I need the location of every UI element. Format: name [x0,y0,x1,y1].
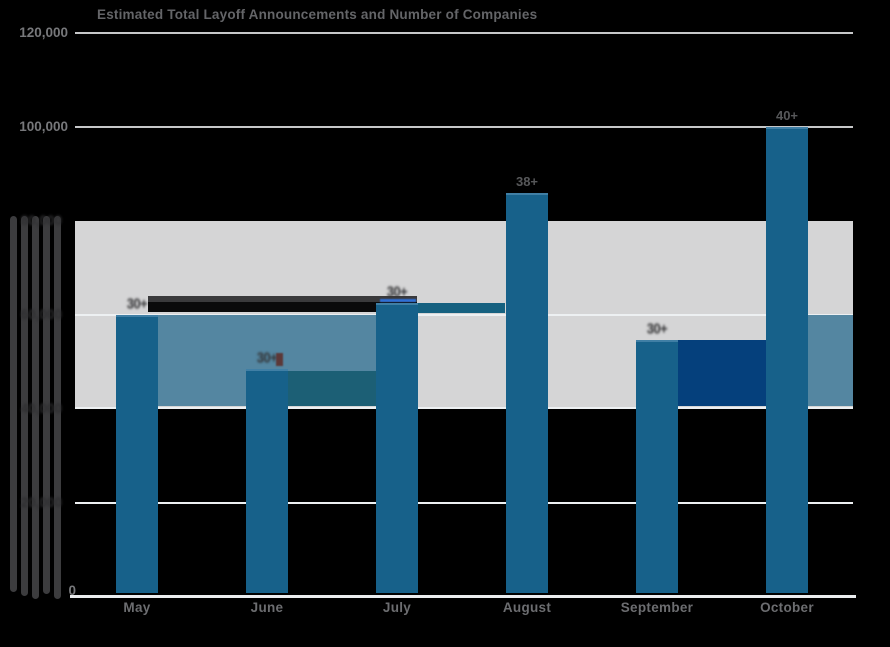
bar-label-october: 40+ [775,108,799,123]
bar-label-july: 30+ [386,282,408,301]
glitch-label-streak [148,296,417,312]
gridline-20000 [75,502,853,504]
x-label-october: October [760,600,814,615]
bar-label-august: 38+ [515,174,539,189]
bar-october [766,127,808,593]
gridline-120000 [75,32,853,34]
glitch-band-july-smear [417,303,505,313]
y-tick-0: 0 [68,583,76,598]
glitch-smear-bar-0 [10,216,17,592]
glitch-smear-bar-1 [21,216,28,596]
y-tick-smeared-80000: 80,000 [20,213,62,228]
glitch-band-september-smear [678,340,766,406]
bar-august [506,193,548,593]
glitch-smear-bar-4 [54,216,61,599]
x-label-june: June [250,600,284,615]
bar-may [116,315,158,593]
gridline-100000 [75,126,853,128]
glitch-band-october-smear [808,315,853,406]
x-axis-line [70,595,856,598]
y-tick-120000: 120,000 [19,25,68,40]
y-tick-smeared-20000: 20,000 [20,495,62,510]
y-tick-100000: 100,000 [19,119,68,134]
glitch-smear-bar-3 [43,216,50,594]
gridline-60000 [75,314,853,316]
y-tick-smeared-40000: 40,000 [20,401,62,416]
bar-label-september: 30+ [646,319,668,338]
bar-label-june: 30+ [256,348,278,367]
bar-july [376,303,418,593]
y-tick-smeared-60000: 60,000 [20,307,62,322]
x-label-july: July [382,600,412,615]
glitch-artifact-red [276,353,283,366]
bar-june [246,369,288,593]
bar-label-may: 30+ [126,294,148,313]
x-label-september: September [620,600,694,615]
x-label-may: May [123,600,151,615]
x-label-august: August [502,600,552,615]
bar-september [636,340,678,593]
gridline-40000 [75,407,853,409]
glitch-smear-bar-2 [32,216,39,599]
glitch-band-june-smear [287,371,377,406]
glitch-artifact-blue [380,299,416,302]
chart-title: Estimated Total Layoff Announcements and… [97,7,538,22]
